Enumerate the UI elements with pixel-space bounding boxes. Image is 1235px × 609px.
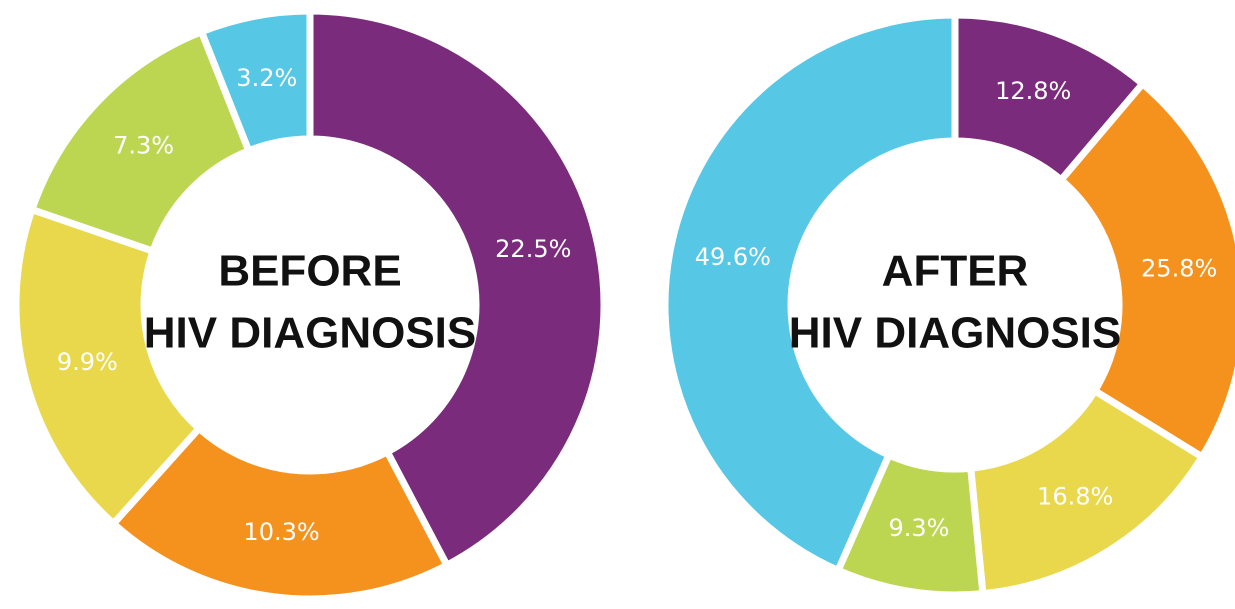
donut-slice — [196, 7, 314, 156]
center-title: HIV DIAGNOSIS — [144, 309, 477, 358]
value-label: 12.8% — [995, 77, 1071, 105]
donut-slice — [661, 11, 959, 575]
value-label: 10.3% — [243, 518, 319, 546]
value-label: 22.5% — [495, 235, 571, 263]
value-label: 49.6% — [695, 243, 771, 271]
donut-chart: 12.8% 25.8% 16.8% 9.3% 49.6% AFTER HIV DIAGNOS… — [661, 11, 1235, 599]
donut-chart: 22.5% 10.3% 9.9% 7.3% 3.2% BEFORE HIV DIAGNOSI… — [12, 7, 608, 603]
value-label: 25.8% — [1141, 254, 1217, 282]
center-title: HIV DIAGNOSIS — [789, 309, 1122, 358]
donut-slice — [306, 7, 608, 570]
value-label: 3.2% — [236, 64, 297, 92]
donut-slice — [108, 423, 452, 603]
center-title: BEFORE — [218, 247, 401, 296]
value-label: 7.3% — [113, 131, 174, 159]
value-label: 9.3% — [888, 514, 949, 542]
value-label: 9.9% — [57, 348, 118, 376]
center-title: AFTER — [882, 247, 1029, 296]
donut-slice — [1056, 78, 1235, 462]
value-label: 16.8% — [1037, 483, 1113, 511]
donut-slice — [12, 205, 204, 529]
